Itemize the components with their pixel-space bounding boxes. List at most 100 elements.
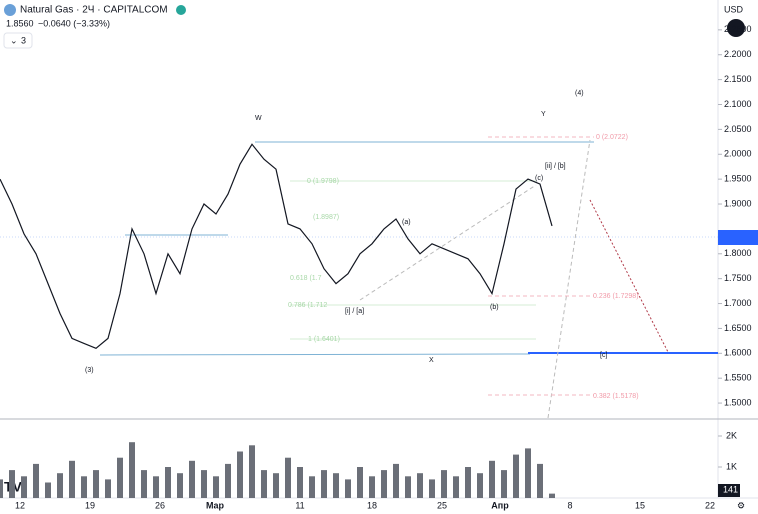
price-line [0, 143, 553, 349]
logo[interactable] [727, 19, 745, 37]
volume-bar [513, 454, 519, 498]
volume-bar [525, 448, 531, 498]
volume-bar [153, 476, 159, 498]
volume-bar [225, 463, 231, 498]
time-tick-label: 19 [85, 500, 95, 510]
volume-bar [45, 482, 51, 498]
volume-bar [285, 457, 291, 498]
last-price: 1.8560 [6, 18, 34, 28]
currency[interactable]: USD [724, 4, 744, 14]
volume-bar [405, 476, 411, 498]
wave-label: 0.786 (1.712 [288, 302, 327, 309]
price-tick-label: 2.1500 [724, 74, 752, 84]
time-tick-label: 18 [367, 500, 377, 510]
volume-bar [237, 451, 243, 498]
wave-label: (a) [402, 219, 411, 226]
wave-label: (1.8987) [313, 214, 339, 221]
time-tick-label: 8 [567, 500, 572, 510]
wave-label: [i] / [a] [345, 308, 364, 315]
wave-label: 0 (1.9798) [307, 178, 339, 185]
price-tick-label: 1.8000 [724, 248, 752, 258]
volume-bar [69, 460, 75, 498]
volume-tick-label: 1K [726, 461, 737, 471]
wave-label: X [429, 357, 434, 364]
wave-label: 0.382 (1.5178) [593, 393, 639, 400]
wave-label: 1 (1.6401) [308, 336, 340, 343]
volume-bar [21, 476, 27, 498]
volume-bar [441, 470, 447, 498]
volume-bar [381, 470, 387, 498]
volume-tick-label: 2K [726, 430, 737, 440]
volume-bar [345, 479, 351, 498]
wave-label: [c] [600, 352, 607, 359]
volume-bar [333, 473, 339, 498]
current-price-box [718, 230, 758, 245]
price-tick-label: 2.1000 [724, 99, 752, 109]
symbol-icon [4, 4, 16, 16]
volume-bar [33, 463, 39, 498]
volume-bar [9, 470, 15, 498]
volume-bar [81, 476, 87, 498]
volume-bar [261, 470, 267, 498]
volume-bar [477, 473, 483, 498]
volume-last-label: 141 [723, 484, 738, 494]
settings[interactable]: ⚙ [737, 500, 745, 510]
symbol[interactable]: Natural Gas · 2Ч · CAPITALCOM [20, 5, 168, 16]
volume-bar [549, 493, 555, 498]
volume-bar [357, 467, 363, 498]
volume-bar [321, 470, 327, 498]
volume-bar [309, 476, 315, 498]
price-tick-label: 1.6000 [724, 348, 752, 358]
layers-button[interactable] [3, 32, 33, 49]
volume-bar [105, 479, 111, 498]
wave-label: Y [541, 111, 546, 118]
wave-label: [ii] / [b] [545, 163, 566, 170]
wave-label: (3) [85, 367, 94, 374]
time-tick-label: Мар [206, 500, 225, 510]
time-tick-label: 15 [635, 500, 645, 510]
time-tick-label: 12 [15, 500, 25, 510]
wave-label: 0 (2.0722) [596, 134, 628, 141]
volume-bar [537, 463, 543, 498]
volume-box [718, 484, 740, 497]
price-tick-label: 1.5000 [724, 397, 752, 407]
wave-label: 0.618 (1.7 [290, 275, 322, 282]
volume-bar [369, 476, 375, 498]
price-tick-label: 2.2500 [724, 24, 752, 34]
price-tick-label: 2.0000 [724, 149, 752, 159]
volume-bar [501, 470, 507, 498]
price-tick-label: 1.9500 [724, 174, 752, 184]
projection [589, 199, 669, 353]
volume-bar [273, 473, 279, 498]
volume-bar [489, 460, 495, 498]
volume-bar [57, 473, 63, 498]
price-tick-label: 2.2000 [724, 49, 752, 59]
volume-bar [93, 470, 99, 498]
volume-bar [393, 463, 399, 498]
layers-chevron: ⌄ [10, 35, 18, 45]
price-tick-label: 1.6500 [724, 323, 752, 333]
time-tick-label: Апр [491, 500, 509, 510]
projection [359, 184, 537, 301]
volume-bar [141, 470, 147, 498]
volume-bar [249, 445, 255, 498]
volume-bar [429, 479, 435, 498]
volume-bar [0, 479, 3, 498]
wave-label: 0.236 (1.7298) [593, 293, 639, 300]
price-tick-label: 1.9000 [724, 198, 752, 208]
volume-bar [453, 476, 459, 498]
projection [547, 139, 591, 419]
price-tick-label: 1.7000 [724, 298, 752, 308]
wave-label: W [255, 115, 262, 122]
layers-count: 3 [21, 35, 26, 45]
volume-bar [117, 457, 123, 498]
price-tick-label: 1.5500 [724, 373, 752, 383]
price-tick-label: 1.7500 [724, 273, 752, 283]
current-price-label: 1.8560 [722, 220, 750, 230]
wave-label: (4) [575, 90, 584, 97]
volume-bar [189, 460, 195, 498]
time-tick-label: 26 [155, 500, 165, 510]
volume-bar [297, 467, 303, 498]
